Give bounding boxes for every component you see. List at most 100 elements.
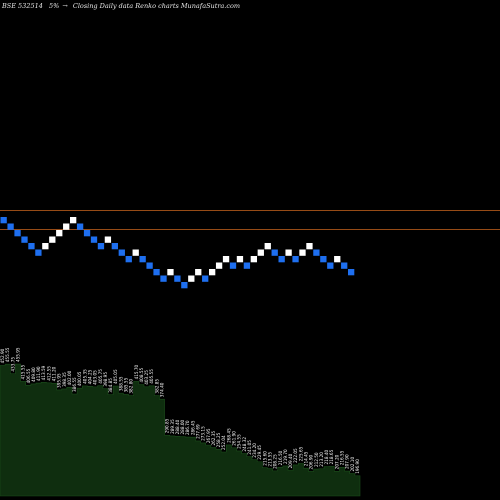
volume-label-2: 433.75 (10, 357, 15, 372)
volume-label-20: 398.95 (103, 372, 108, 387)
volume-label-49: 234.20 (252, 443, 257, 458)
volume-label-48: 241.05 (247, 440, 252, 455)
renko-brick-32 (222, 256, 230, 263)
volume-label-19: 405.75 (98, 369, 103, 384)
renko-brick-35 (243, 262, 251, 269)
renko-brick-49 (341, 262, 348, 269)
renko-brick-45 (313, 249, 320, 256)
volume-label-44: 268.45 (226, 428, 231, 443)
volume-label-35: 288.00 (180, 420, 185, 435)
renko-brick-13 (90, 236, 98, 243)
volume-label-55: 219.70 (283, 449, 288, 464)
volume-label-50: 229.45 (257, 445, 262, 460)
renko-brick-47 (327, 262, 334, 269)
renko-brick-2 (14, 230, 21, 237)
volume-label-9: 412.55 (46, 366, 51, 381)
volume-label-17: 404.25 (88, 369, 93, 384)
volume-label-69: 196.90 (355, 459, 360, 474)
renko-brick-28 (195, 269, 202, 276)
renko-brick-9 (63, 223, 70, 230)
renko-brick-48 (334, 256, 341, 263)
chart-arrow: → (62, 2, 68, 10)
volume-label-15: 400.05 (77, 371, 82, 386)
volume-label-63: 218.40 (324, 450, 329, 465)
renko-brick-17 (118, 249, 125, 256)
volume-label-60: 206.90 (309, 454, 314, 469)
renko-brick-3 (21, 236, 28, 243)
renko-brick-30 (209, 269, 216, 276)
renko-brick-25 (174, 275, 181, 282)
volume-label-64: 218.65 (329, 449, 334, 464)
renko-brick-14 (97, 243, 105, 250)
volume-label-24: 385.55 (124, 377, 129, 392)
volume-label-25: 382.80 (129, 379, 134, 394)
volume-label-33: 289.35 (170, 419, 175, 434)
volume-label-34: 288.40 (175, 419, 180, 434)
renko-brick-36 (250, 256, 257, 263)
volume-label-52: 213.55 (268, 452, 273, 467)
renko-brick-21 (146, 262, 153, 269)
volume-label-13: 402.00 (67, 370, 72, 385)
volume-label-28: 403.25 (144, 370, 149, 385)
volume-label-30: 382.85 (154, 379, 159, 394)
renko-brick-18 (125, 256, 132, 263)
volume-label-53: 208.25 (273, 454, 278, 469)
renko-brick-39 (271, 249, 278, 256)
renko-brick-8 (56, 230, 63, 237)
volume-label-3: 455.95 (16, 347, 21, 362)
chart-change: 5% (49, 2, 59, 10)
renko-brick-11 (76, 223, 84, 230)
renko-brick-26 (181, 282, 188, 289)
volume-label-58: 225.65 (298, 446, 303, 461)
volume-label-41: 262.35 (211, 431, 216, 446)
volume-label-8: 413.59 (41, 365, 46, 380)
reference-lines (0, 210, 500, 230)
renko-brick-37 (257, 249, 264, 256)
volume-label-38: 277.69 (196, 424, 201, 439)
renko-brick-41 (285, 249, 292, 256)
renko-brick-40 (278, 256, 285, 263)
renko-brick-10 (70, 217, 77, 224)
volume-label-31: 374.40 (160, 382, 165, 397)
volume-label-59: 214.45 (304, 451, 309, 466)
renko-brick-5 (35, 249, 42, 256)
chart-header: BSE 532514 5% → Closing Daily data Renko… (1, 2, 240, 10)
volume-label-45: 261.90 (232, 431, 237, 446)
renko-brick-16 (111, 243, 118, 250)
renko-brick-4 (28, 243, 35, 250)
volume-label-65: 207.20 (334, 454, 339, 469)
volume-label-12: 398.35 (62, 372, 67, 387)
renko-brick-7 (49, 236, 56, 243)
volume-label-61: 212.50 (314, 452, 319, 467)
volume-label-26: 415.70 (134, 364, 139, 379)
volume-label-32: 290.85 (165, 418, 170, 433)
volume-label-27: 408.55 (139, 368, 144, 383)
volume-label-43: 252.04 (221, 435, 226, 450)
renko-brick-15 (104, 236, 112, 243)
renko-brick-42 (292, 256, 299, 263)
volume-label-0: 452.90 (0, 348, 5, 363)
renko-brick-27 (188, 275, 195, 282)
chart-symbol: BSE 532514 (1, 2, 43, 10)
volume-label-18: 403.05 (93, 370, 98, 385)
volume-label-4: 415.55 (21, 364, 26, 379)
volume-label-16: 405.35 (82, 369, 87, 384)
volume-label-39: 273.15 (201, 426, 206, 441)
volume-area-path (0, 363, 361, 497)
volume-label-68: 202.10 (350, 457, 355, 472)
volume-label-66: 216.55 (340, 450, 345, 465)
volume-label-62: 213.20 (319, 452, 324, 467)
volume-label-54: 216.50 (278, 450, 283, 465)
volume-label-22: 405.05 (113, 369, 118, 384)
renko-brick-1 (7, 223, 14, 230)
volume-label-11: 395.95 (57, 373, 62, 388)
renko-brick-29 (202, 275, 209, 282)
renko-brick-19 (132, 249, 139, 256)
renko-brick-24 (167, 269, 174, 276)
volume-label-51: 215.60 (262, 451, 267, 466)
renko-brick-0 (0, 217, 7, 224)
renko-brick-20 (139, 256, 146, 263)
renko-brick-33 (229, 262, 237, 269)
